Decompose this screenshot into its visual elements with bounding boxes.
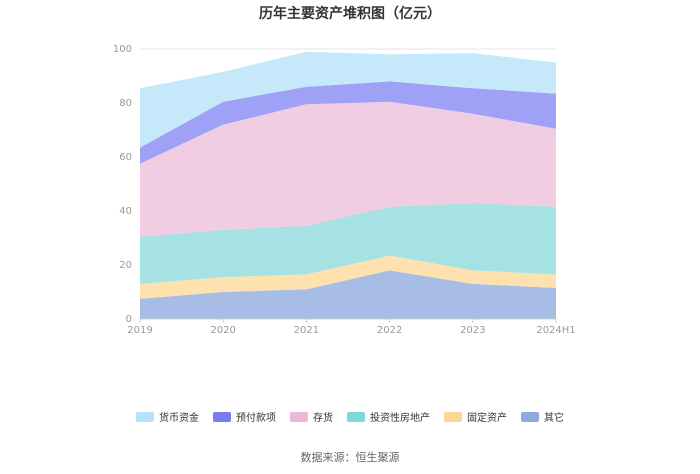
area-其它 [140, 270, 556, 319]
legend-label[interactable]: 投资性房地产 [370, 411, 430, 424]
area-投资性房地产 [140, 202, 556, 284]
x-tick-label: 2021 [294, 325, 319, 336]
legend-swatch[interactable] [213, 412, 231, 422]
data-source-note: 数据来源：恒生聚源 [301, 450, 400, 464]
x-tick-label: 2023 [460, 325, 485, 336]
legend: 货币资金 预付款项 存货 投资性房地产 固定资产 其它 [136, 411, 564, 424]
area-固定资产 [140, 255, 556, 299]
legend-swatch[interactable] [444, 412, 462, 422]
chart-title: 历年主要资产堆积图（亿元） [259, 5, 441, 22]
x-tick-label: 2020 [210, 325, 235, 336]
legend-label[interactable]: 预付款项 [236, 411, 276, 424]
legend-swatch[interactable] [521, 412, 539, 422]
area-预付款项 [140, 81, 556, 164]
x-tick-label: 2019 [127, 325, 152, 336]
legend-label[interactable]: 存货 [313, 411, 333, 424]
y-tick-label: 80 [119, 98, 132, 109]
area-存货 [140, 101, 556, 237]
legend-label[interactable]: 其它 [544, 411, 564, 424]
area-series [140, 51, 556, 319]
legend-swatch[interactable] [136, 412, 154, 422]
y-tick-label: 60 [119, 152, 132, 163]
legend-label[interactable]: 货币资金 [159, 411, 199, 424]
y-tick-label: 100 [113, 44, 132, 55]
x-tick-label: 2024H1 [536, 325, 575, 336]
x-tick-label: 2022 [377, 325, 402, 336]
y-tick-label: 0 [126, 314, 132, 325]
legend-label[interactable]: 固定资产 [467, 411, 507, 424]
y-tick-label: 20 [119, 260, 132, 271]
area-货币资金 [140, 51, 556, 148]
axes: 0 20 40 60 80 100 2019 2020 2021 2022 2023 2024H1 [113, 44, 576, 336]
y-tick-label: 40 [119, 206, 132, 217]
legend-swatch[interactable] [290, 412, 308, 422]
legend-swatch[interactable] [347, 412, 365, 422]
